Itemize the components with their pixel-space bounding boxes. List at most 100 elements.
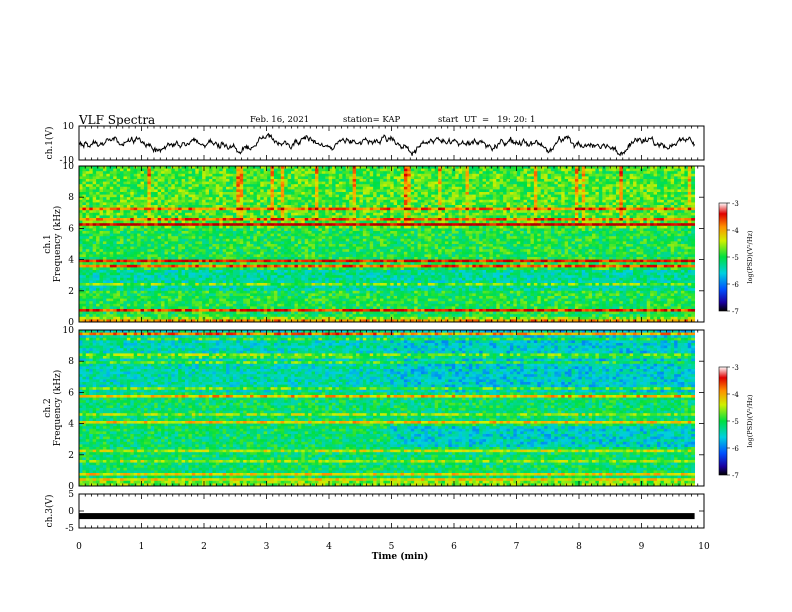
- spectrogram-cell: [636, 182, 640, 185]
- spectrogram-cell: [366, 189, 370, 192]
- spectrogram-cell: [359, 171, 363, 174]
- spectrogram-cell: [486, 197, 490, 200]
- spectrogram-cell: [96, 195, 100, 198]
- spectrogram-cell: [212, 174, 216, 177]
- spectrogram-cell: [465, 218, 469, 221]
- spectrogram-cell: [613, 195, 617, 198]
- spectrogram-cell: [684, 202, 688, 205]
- spectrogram-cell: [602, 192, 606, 195]
- spectrogram-cell: [332, 187, 336, 190]
- spectrogram-cell: [520, 187, 524, 190]
- spectrogram-cell: [339, 174, 343, 177]
- spectrogram-cell: [544, 187, 548, 190]
- spectrogram-cell: [572, 192, 576, 195]
- spectrogram-cell: [630, 210, 634, 213]
- spectrogram-cell: [188, 189, 192, 192]
- spectrogram-cell: [448, 187, 452, 190]
- spectrogram-cell: [182, 213, 186, 216]
- spectrogram-cell: [404, 171, 408, 174]
- spectrogram-cell: [206, 179, 210, 182]
- spectrogram-cell: [113, 210, 117, 213]
- spectrogram-cell: [667, 195, 671, 198]
- spectrogram-cell: [370, 182, 374, 185]
- spectrogram-cell: [602, 179, 606, 182]
- spectrogram-cell: [636, 213, 640, 216]
- spectrogram-cell: [428, 184, 432, 187]
- spectrogram-cell: [315, 169, 319, 172]
- spectrogram-cell: [106, 171, 110, 174]
- spectrogram-cell: [315, 202, 319, 205]
- spectrogram-cell: [442, 208, 446, 211]
- spectrogram-cell: [455, 187, 459, 190]
- spectrogram-cell: [592, 197, 596, 200]
- spectrogram-cell: [479, 210, 483, 213]
- spectrogram-cell: [606, 184, 610, 187]
- spectrogram-cell: [93, 189, 97, 192]
- spectrogram-cell: [349, 187, 353, 190]
- spectrogram-cell: [650, 189, 654, 192]
- spectrogram-cell: [609, 210, 613, 213]
- spectrogram-cell: [318, 192, 322, 195]
- spectrogram-cell: [647, 171, 651, 174]
- spectrogram-cell: [229, 171, 233, 174]
- spectrogram-cell: [527, 197, 531, 200]
- spectrogram-cell: [575, 197, 579, 200]
- spectrogram-cell: [472, 176, 476, 179]
- spectrogram-cell: [496, 179, 500, 182]
- spectrogram-cell: [667, 182, 671, 185]
- spectrogram-cell: [363, 208, 367, 211]
- spectrogram-cell: [161, 195, 165, 198]
- spectrogram-cell: [199, 174, 203, 177]
- spectrogram-cell: [424, 218, 428, 221]
- spectrogram-cell: [626, 189, 630, 192]
- spectrogram-cell: [123, 215, 127, 218]
- spectrogram-cell: [561, 171, 565, 174]
- spectrogram-cell: [476, 189, 480, 192]
- spectrogram-cell: [537, 179, 541, 182]
- spectrogram-cell: [496, 182, 500, 185]
- spectrogram-cell: [377, 208, 381, 211]
- spectrogram-cell: [431, 210, 435, 213]
- spectrogram-cell: [113, 192, 117, 195]
- spectrogram-cell: [137, 210, 141, 213]
- spectrogram-cell: [305, 171, 309, 174]
- spectrogram-cell: [459, 210, 463, 213]
- spectrogram-cell: [96, 197, 100, 200]
- spectrogram-cell: [575, 179, 579, 182]
- spectrogram-cell: [318, 171, 322, 174]
- spectrogram-cell: [182, 179, 186, 182]
- spectrogram-cell: [387, 215, 391, 218]
- spectrogram-cell: [448, 215, 452, 218]
- spectrogram-cell: [359, 208, 363, 211]
- spectrogram-cell: [134, 213, 138, 216]
- spectrogram-cell: [253, 179, 257, 182]
- spectrogram-cell: [96, 169, 100, 172]
- spectrogram-cell: [678, 205, 682, 208]
- spectrogram-cell: [165, 174, 169, 177]
- spectrogram-cell: [400, 182, 404, 185]
- spectrogram-cell: [209, 215, 213, 218]
- spectrogram-cell: [250, 200, 254, 203]
- spectrogram-cell: [93, 179, 97, 182]
- spectrogram-cell: [459, 184, 463, 187]
- spectrogram-cell: [236, 208, 240, 211]
- spectrogram-cell: [654, 195, 658, 198]
- spectrogram-cell: [431, 218, 435, 221]
- spectrogram-cell: [137, 192, 141, 195]
- spectrogram-cell: [247, 182, 251, 185]
- spectrogram-cell: [390, 210, 394, 213]
- spectrogram-cell: [387, 205, 391, 208]
- spectrogram-cell: [664, 205, 668, 208]
- spectrogram-cell: [630, 192, 634, 195]
- spectrogram-cell: [96, 184, 100, 187]
- spectrogram-cell: [277, 210, 281, 213]
- spectrogram-cell: [308, 200, 312, 203]
- spectrogram-cell: [537, 200, 541, 203]
- spectrogram-cell: [195, 169, 199, 172]
- spectrogram-cell: [442, 169, 446, 172]
- spectrogram-cell: [616, 189, 620, 192]
- spectrogram-cell: [561, 202, 565, 205]
- spectrogram-cell: [332, 184, 336, 187]
- spectrogram-cell: [86, 218, 90, 221]
- spectrogram-cell: [175, 218, 179, 221]
